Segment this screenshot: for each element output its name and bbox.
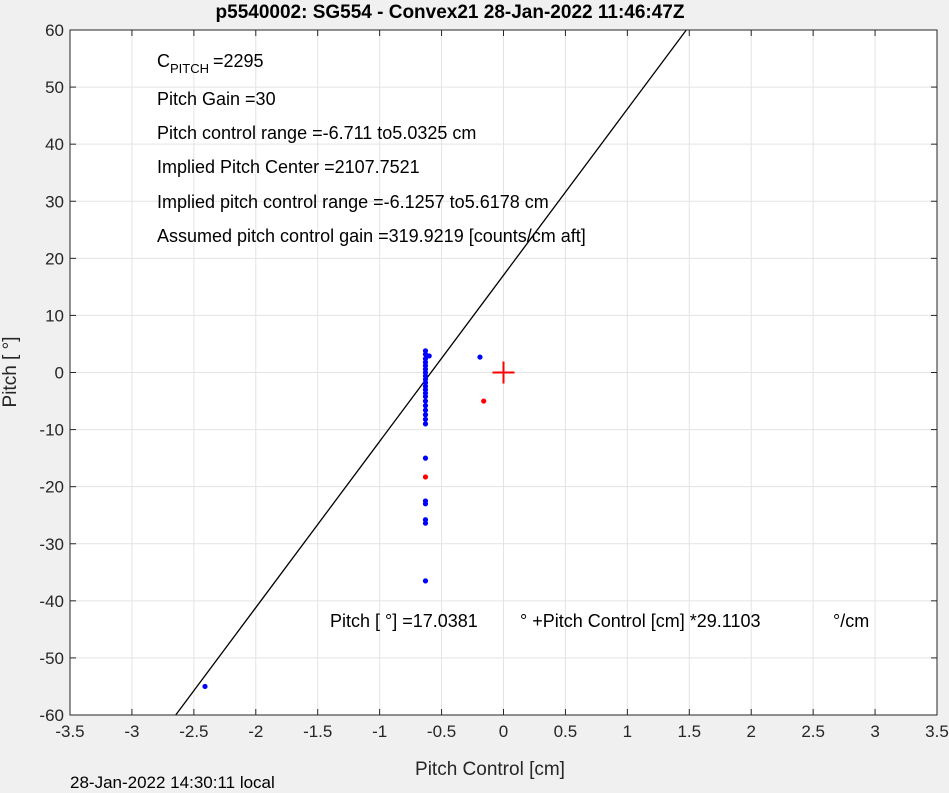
- x-tick-label: -0.5: [427, 722, 456, 741]
- cpitch-base: C: [157, 51, 170, 71]
- data-points: [202, 348, 515, 690]
- x-tick-label: -1.5: [303, 722, 332, 741]
- x-tick-label: -2: [248, 722, 263, 741]
- equation-part-1: Pitch [ °] =17.0381: [330, 611, 478, 631]
- annotation-pitch-control-range: Pitch control range =-6.711 to5.0325 cm: [157, 123, 476, 143]
- data-point: [422, 421, 429, 427]
- annotation-block: CPITCH =2295 Pitch Gain =30 Pitch control…: [157, 51, 586, 246]
- x-tick-label: 0.5: [554, 722, 578, 741]
- data-point: [422, 398, 429, 404]
- data-point: [422, 403, 429, 409]
- x-tick-label: 2: [746, 722, 755, 741]
- cpitch-subscript: PITCH: [170, 61, 209, 76]
- data-point: [202, 683, 208, 690]
- x-tick-label: 3.5: [925, 722, 949, 741]
- y-tick-label: 40: [45, 135, 64, 154]
- equation-part-2: ° +Pitch Control [cm] *29.1103: [520, 611, 761, 631]
- x-tick-label: 2.5: [801, 722, 825, 741]
- data-point: [422, 412, 429, 418]
- x-tick-label: 1.5: [677, 722, 701, 741]
- x-tick-label: -3: [124, 722, 139, 741]
- cpitch-value: =2295: [213, 51, 264, 71]
- equation-part-3: °/cm: [833, 611, 869, 631]
- chart-title: p5540002: SG554 - Convex21 28-Jan-2022 1…: [216, 2, 685, 23]
- y-tick-label: 50: [45, 78, 64, 97]
- data-point: [422, 578, 429, 584]
- x-tick-label: -3.5: [55, 722, 84, 741]
- equation-annotation: Pitch [ °] =17.0381 ° +Pitch Control [cm…: [330, 611, 869, 631]
- annotation-implied-range: Implied pitch control range =-6.1257 to5…: [157, 192, 549, 212]
- y-tick-label: 20: [45, 249, 64, 268]
- x-tick-label: 3: [870, 722, 879, 741]
- data-point: [422, 455, 429, 461]
- y-tick-label: -10: [39, 421, 64, 440]
- data-point: [477, 354, 483, 360]
- footer-timestamp: 28-Jan-2022 14:30:11 local: [70, 773, 275, 792]
- x-tick-label: -1: [372, 722, 387, 741]
- data-point: [422, 520, 429, 526]
- y-tick-label: -30: [39, 535, 64, 554]
- data-point: [422, 407, 429, 413]
- x-tick-label: 0: [499, 722, 508, 741]
- y-tick-label: 60: [45, 21, 64, 40]
- axis-ticks: -3.5 -3 -2.5 -2 -1.5 -1 -0.5 0 0.5 1 1.5 2 2.5 3 3.5 -6…: [39, 21, 948, 741]
- y-axis-label: Pitch [ °]: [0, 337, 21, 408]
- y-tick-label: -60: [39, 706, 64, 725]
- y-tick-label: 30: [45, 192, 64, 211]
- y-tick-label: -20: [39, 478, 64, 497]
- data-point: [422, 501, 429, 507]
- x-axis-label: Pitch Control [cm]: [415, 759, 565, 780]
- x-tick-label: -2.5: [179, 722, 208, 741]
- data-point: [481, 398, 487, 404]
- data-point: [422, 393, 429, 400]
- annotation-pitch-gain: Pitch Gain =30: [157, 89, 276, 109]
- data-point: [426, 353, 432, 359]
- y-tick-label: -40: [39, 592, 64, 611]
- y-tick-label: 0: [55, 364, 64, 383]
- data-point: [422, 416, 429, 422]
- y-tick-label: -50: [39, 649, 64, 668]
- fit-line-group: [175, 29, 687, 716]
- x-tick-label: 1: [623, 722, 632, 741]
- y-tick-label: 10: [45, 306, 64, 325]
- annotation-cpitch: CPITCH =2295: [157, 51, 264, 76]
- data-point: [422, 474, 429, 480]
- annotation-implied-center: Implied Pitch Center =2107.7521: [157, 157, 420, 177]
- annotation-assumed-gain: Assumed pitch control gain =319.9219 [co…: [157, 226, 586, 246]
- fit-line: [175, 29, 687, 716]
